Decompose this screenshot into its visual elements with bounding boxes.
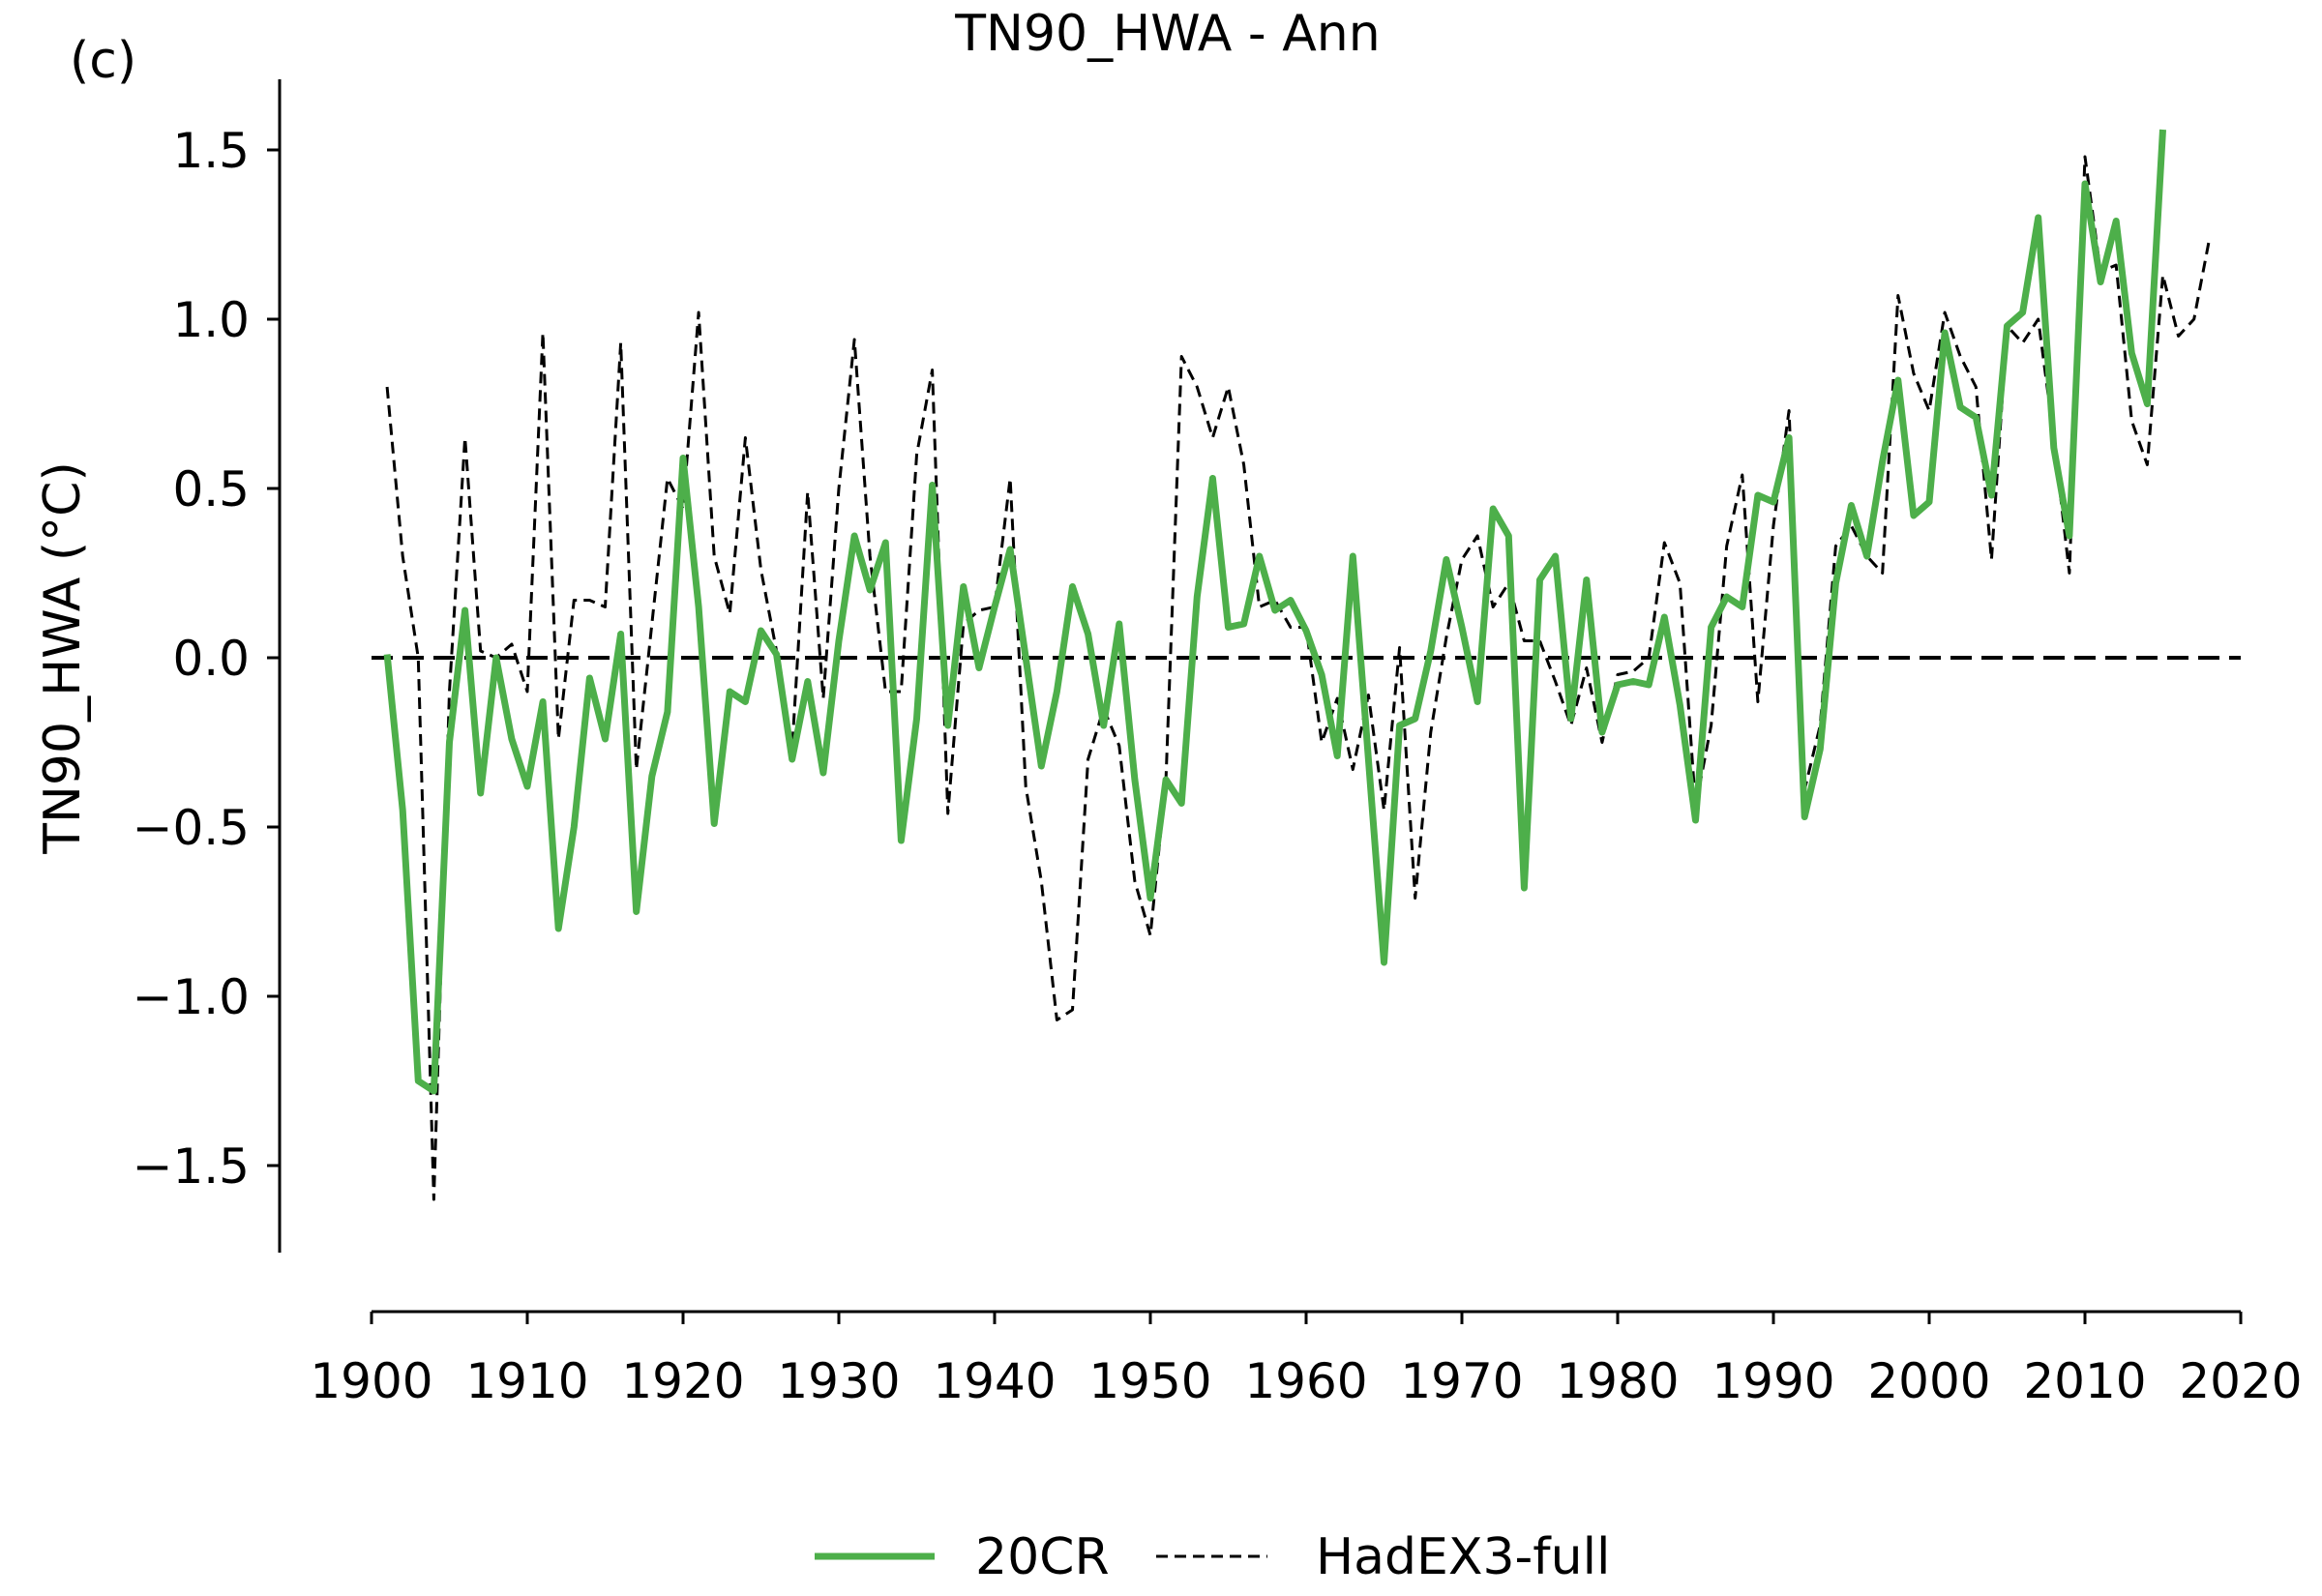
- x-tick-label: 1950: [1088, 1353, 1211, 1409]
- x-tick-label: 1960: [1244, 1353, 1367, 1409]
- series-line-hadex3-full: [385, 155, 2212, 1201]
- x-tick-label: 1900: [310, 1353, 432, 1409]
- x-tick-label: 2000: [1867, 1353, 1990, 1409]
- chart-title: TN90_HWA - Ann: [954, 5, 1380, 63]
- x-tick-label: 1980: [1556, 1353, 1679, 1409]
- y-tick-label: 1.5: [172, 123, 250, 179]
- legend-label-hadex3-full: HadEX3-full: [1316, 1528, 1610, 1586]
- x-tick-label: 1940: [933, 1353, 1056, 1409]
- y-ticks: −1.5 −1.0 −0.5 0.0 0.5 1.0 1.5: [133, 123, 280, 1195]
- x-tick-label: 1930: [777, 1353, 900, 1409]
- x-tick-label: 1990: [1712, 1353, 1834, 1409]
- x-tick-label: 1910: [465, 1353, 588, 1409]
- panel-label: (c): [70, 32, 136, 90]
- y-tick-label: −1.0: [133, 969, 250, 1025]
- x-tick-label: 2020: [2179, 1353, 2302, 1409]
- legend-label-20cr: 20CR: [975, 1528, 1110, 1586]
- x-ticks: 1900 1910 1920 1930 1940 1950 1960 1970 1980 1990…: [310, 1312, 2303, 1409]
- y-axis-label: TN90_HWA (°C): [34, 461, 92, 855]
- x-tick-label: 1970: [1400, 1353, 1523, 1409]
- y-tick-label: −1.5: [133, 1138, 250, 1195]
- x-tick-label: 1920: [621, 1353, 744, 1409]
- y-tick-label: 0.5: [172, 461, 250, 517]
- series-line-20cr: [383, 129, 2166, 1095]
- y-tick-label: 0.0: [172, 631, 250, 687]
- x-tick-label: 2010: [2023, 1353, 2146, 1409]
- y-tick-label: 1.0: [172, 292, 250, 348]
- y-tick-label: −0.5: [133, 800, 250, 856]
- legend: 20CR HadEX3-full: [815, 1528, 1610, 1586]
